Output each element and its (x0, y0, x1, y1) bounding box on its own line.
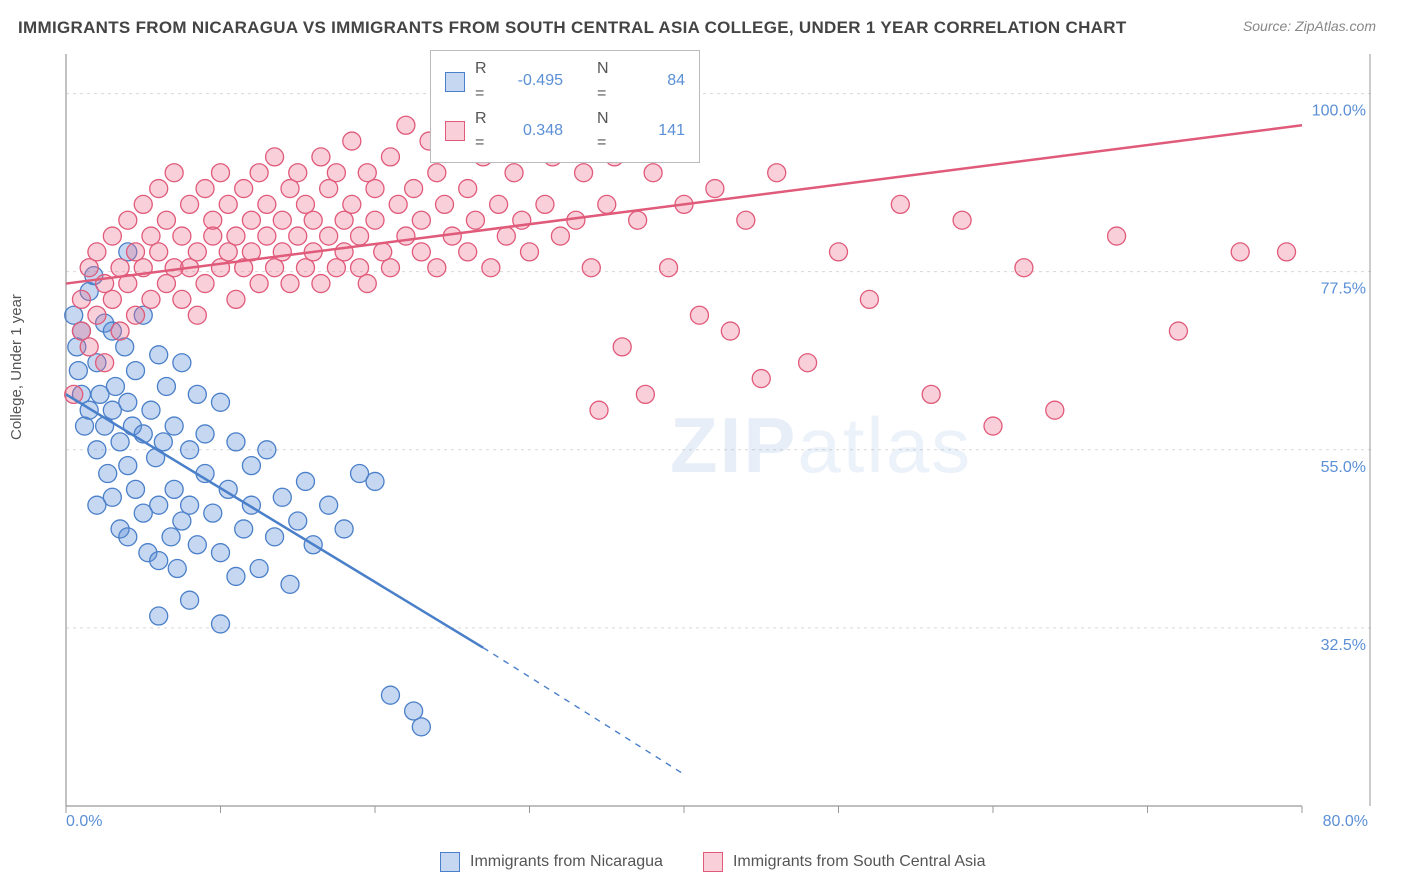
swatch-icon (440, 852, 460, 872)
svg-text:100.0%: 100.0% (1312, 103, 1366, 120)
swatch-icon (445, 121, 465, 141)
legend-label-1: Immigrants from Nicaragua (470, 853, 663, 871)
legend-label-2: Immigrants from South Central Asia (733, 853, 986, 871)
svg-text:77.5%: 77.5% (1321, 281, 1366, 298)
swatch-icon (445, 72, 465, 92)
r-value-2: 0.348 (505, 119, 563, 144)
n-label: N = (597, 57, 617, 107)
n-value-2: 141 (627, 119, 685, 144)
plot-area: 32.5% 55.0% 77.5% 100.0% 0.0% 80.0% (62, 50, 1372, 830)
stats-legend-box: R = -0.495 N = 84 R = 0.348 N = 141 (430, 50, 700, 163)
stats-row-1: R = -0.495 N = 84 (445, 57, 685, 107)
svg-text:32.5%: 32.5% (1321, 637, 1366, 654)
scatter-chart: 32.5% 55.0% 77.5% 100.0% 0.0% 80.0% (62, 50, 1372, 830)
svg-text:55.0%: 55.0% (1321, 459, 1366, 476)
legend-item-2: Immigrants from South Central Asia (703, 852, 986, 872)
n-label: N = (597, 107, 617, 157)
n-value-1: 84 (627, 69, 685, 94)
r-value-1: -0.495 (505, 69, 563, 94)
stats-row-2: R = 0.348 N = 141 (445, 107, 685, 157)
chart-title: IMMIGRANTS FROM NICARAGUA VS IMMIGRANTS … (18, 18, 1127, 38)
legend-item-1: Immigrants from Nicaragua (440, 852, 663, 872)
bottom-legend: Immigrants from Nicaragua Immigrants fro… (440, 852, 986, 872)
svg-text:80.0%: 80.0% (1323, 813, 1368, 830)
r-label: R = (475, 57, 495, 107)
swatch-icon (703, 852, 723, 872)
svg-text:0.0%: 0.0% (66, 813, 102, 830)
source-label: Source: ZipAtlas.com (1243, 18, 1376, 34)
r-label: R = (475, 107, 495, 157)
y-axis-label: College, Under 1 year (8, 294, 25, 440)
